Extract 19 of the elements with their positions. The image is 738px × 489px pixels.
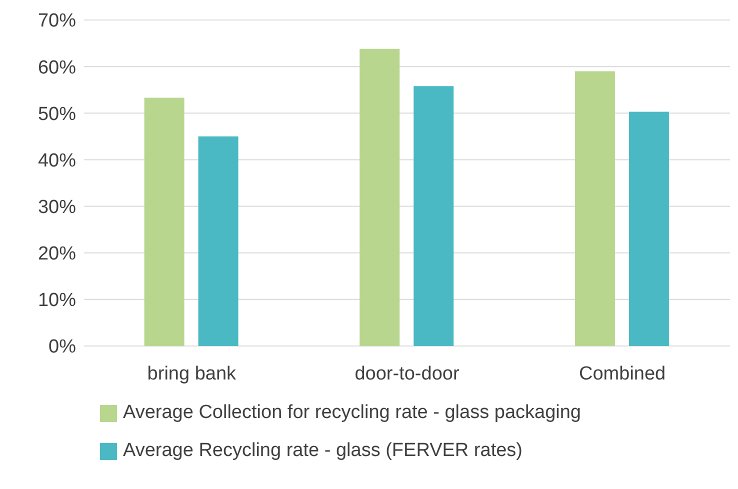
legend-label: Average Collection for recycling rate - glass packaging: [123, 402, 581, 424]
bar: [198, 136, 238, 346]
legend-label: Average Recycling rate - glass (FERVER rates): [123, 440, 523, 462]
bar: [144, 98, 184, 346]
bar: [628, 112, 669, 346]
x-tick-label: Combined: [579, 363, 666, 384]
y-tick-label: 10%: [38, 290, 76, 312]
y-tick-label: 60%: [38, 57, 76, 78]
y-tick-label: 40%: [38, 150, 76, 172]
bar: [414, 86, 454, 346]
y-tick-label: 20%: [38, 244, 76, 265]
y-tick-label: 0%: [48, 336, 76, 358]
bar: [574, 71, 615, 346]
x-tick-label: door-to-door: [354, 363, 460, 384]
x-tick-label: bring bank: [147, 363, 237, 384]
y-tick-label: 70%: [38, 10, 76, 32]
y-tick-label: 30%: [38, 197, 76, 218]
bar: [360, 48, 400, 346]
y-tick-label: 50%: [38, 104, 76, 125]
